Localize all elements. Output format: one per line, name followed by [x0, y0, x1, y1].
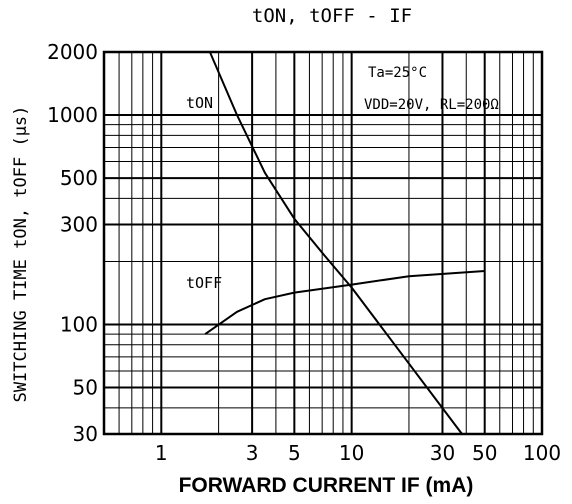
- series-label-toff: tOFF: [186, 274, 222, 292]
- y-tick-label: 100: [60, 312, 98, 336]
- x-tick-label: 30: [430, 441, 455, 465]
- series-line-toff: [204, 270, 485, 335]
- x-tick-label: 3: [246, 441, 259, 465]
- grid-layer: [104, 52, 542, 434]
- x-tick-label: 1: [155, 441, 168, 465]
- y-axis-label: SWITCHING TIME tON, tOFF (μs): [11, 106, 31, 403]
- tick-layer: 1 3 5 10 30 50 100 2000 1000 500 300 100 50 30: [47, 40, 561, 465]
- x-tick-label: 10: [339, 441, 364, 465]
- series-layer: [204, 51, 485, 435]
- series-label-ton: tON: [186, 94, 213, 112]
- y-tick-label: 300: [60, 213, 98, 237]
- chart-title: tON, tOFF - IF: [252, 5, 412, 27]
- y-tick-label: 500: [60, 166, 98, 190]
- x-axis-label: FORWARD CURRENT IF (mA): [179, 474, 474, 497]
- x-tick-label: 100: [523, 441, 561, 465]
- plot-frame: [102, 50, 544, 436]
- x-tick-label: 50: [472, 441, 497, 465]
- condition-annotation-2: VDD=20V, RL=200Ω: [364, 97, 499, 113]
- y-tick-label: 2000: [47, 40, 98, 64]
- x-tick-label: 5: [288, 441, 301, 465]
- series-line-ton: [208, 51, 463, 435]
- y-tick-label: 30: [73, 422, 98, 446]
- condition-annotation-1: Ta=25°C: [368, 65, 427, 81]
- y-tick-label: 1000: [47, 103, 98, 127]
- y-tick-label: 50: [73, 376, 98, 400]
